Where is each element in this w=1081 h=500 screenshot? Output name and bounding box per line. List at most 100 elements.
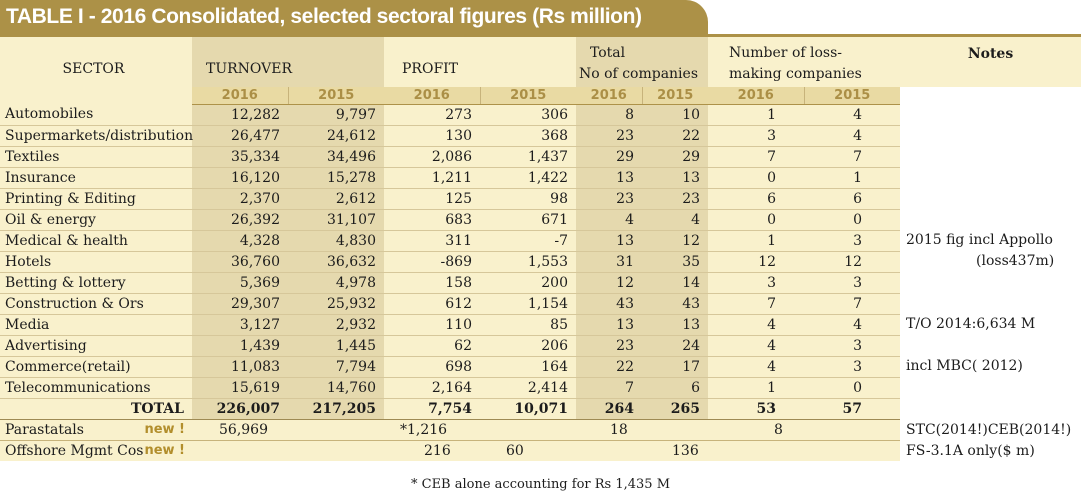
companies-2015-cell: 35 [642, 251, 709, 273]
sector-cell: Automobiles [0, 104, 192, 126]
sector-cell: Betting & lottery [0, 272, 192, 294]
title-rule [0, 34, 1081, 37]
profit-2015-cell: 368 [480, 125, 576, 147]
profit-2016-cell: 110 [384, 314, 480, 336]
table-row: Oil & energy 26,392 31,107 683 671 4 4 0 0 [0, 209, 1081, 231]
companies-2016-cell: 23 [576, 335, 642, 357]
offshore-profit-2016: 216 [384, 440, 480, 461]
profit-2016-cell: 125 [384, 188, 480, 210]
loss-2015-cell: 7 [804, 146, 901, 168]
profit-2015-cell: 98 [480, 188, 576, 210]
table-row: Media 3,127 2,932 110 85 13 13 4 4 T/O 2014:6,634… [0, 314, 1081, 336]
year-blank [0, 87, 192, 104]
profit-2016-cell: 273 [384, 104, 480, 126]
sector-cell: Hotels [0, 251, 192, 273]
turnover-2015-cell: 31,107 [288, 209, 384, 231]
parastatals-profit-2015 [480, 419, 576, 441]
turnover-2016-cell: 26,392 [192, 209, 288, 231]
profit-2016-cell: 698 [384, 356, 480, 378]
profit-2016-cell: 62 [384, 335, 480, 357]
companies-2016-cell: 29 [576, 146, 642, 168]
parastatals-turnover-2015 [288, 419, 384, 441]
sector-table: SECTOR TURNOVER PROFIT Total No of compa… [0, 37, 1081, 461]
turnover-2016-cell: 15,619 [192, 377, 288, 399]
loss-2015-cell: 3 [804, 356, 901, 378]
profit-2016-cell: 1,211 [384, 167, 480, 189]
total-label: TOTAL [0, 397, 192, 420]
sector-header: SECTOR [0, 37, 192, 87]
sector-cell: Telecommunications [0, 377, 192, 399]
notes-cell [900, 188, 1081, 209]
turnover-2015-cell: 25,932 [288, 293, 384, 315]
parastatals-turnover-2016: 56,969 [192, 419, 288, 441]
notes-cell [900, 209, 1081, 230]
turnover-2015-cell: 15,278 [288, 167, 384, 189]
companies-2015-cell: 13 [642, 314, 709, 336]
loss-2015-cell: 0 [804, 209, 901, 231]
offshore-companies-2016 [576, 440, 642, 461]
loss-header-line1: Number of loss- [729, 45, 843, 61]
profit-2015-cell: 200 [480, 272, 576, 294]
year-row: 2016 2015 2016 2015 2016 2015 2016 2015 [0, 87, 1081, 105]
turnover-2015-cell: 2,932 [288, 314, 384, 336]
notes-cell: incl MBC( 2012) [900, 356, 1081, 377]
loss-2016-cell: 7 [708, 146, 805, 168]
notes-cell [900, 125, 1081, 146]
note-text: (loss437m) [976, 253, 1055, 269]
year-profit-2016: 2016 [384, 87, 481, 105]
total-profit-2015: 10,071 [480, 397, 576, 420]
sector-cell: Textiles [0, 146, 192, 168]
total-header-line2: No of companies [579, 66, 699, 82]
year-turnover-2016: 2016 [192, 87, 289, 105]
loss-2015-cell: 0 [804, 377, 901, 399]
total-header-line1: Total [590, 45, 626, 61]
companies-2016-cell: 13 [576, 230, 642, 252]
companies-2016-cell: 22 [576, 356, 642, 378]
total-loss-2015: 57 [804, 397, 901, 420]
companies-2015-cell: 13 [642, 167, 709, 189]
notes-cell [900, 146, 1081, 167]
turnover-2016-cell: 1,439 [192, 335, 288, 357]
year-companies-2015: 2015 [642, 87, 709, 105]
loss-2016-cell: 0 [708, 209, 805, 231]
total-profit-2016: 7,754 [384, 397, 480, 420]
loss-2016-cell: 1 [708, 230, 805, 252]
companies-2015-cell: 6 [642, 377, 709, 399]
companies-2015-cell: 43 [642, 293, 709, 315]
notes-cell [900, 335, 1081, 356]
turnover-2015-cell: 24,612 [288, 125, 384, 147]
companies-2015-cell: 12 [642, 230, 709, 252]
loss-header-line2: making companies [729, 66, 862, 82]
profit-header: PROFIT [384, 37, 576, 87]
sector-table-container: SECTOR TURNOVER PROFIT Total No of compa… [0, 37, 1081, 461]
turnover-2016-cell: 5,369 [192, 272, 288, 294]
parastatals-companies-2016: 18 [576, 419, 642, 441]
offshore-turnover-2016 [192, 440, 288, 461]
turnover-2015-cell: 34,496 [288, 146, 384, 168]
profit-2015-cell: 164 [480, 356, 576, 378]
sector-cell: Commerce(retail) [0, 356, 192, 378]
turnover-2016-cell: 2,370 [192, 188, 288, 210]
loss-2015-cell: 6 [804, 188, 901, 210]
companies-2015-cell: 4 [642, 209, 709, 231]
turnover-2016-cell: 26,477 [192, 125, 288, 147]
profit-2015-cell: 671 [480, 209, 576, 231]
companies-2015-cell: 23 [642, 188, 709, 210]
parastatals-loss-2015 [804, 419, 901, 441]
profit-2016-cell: 311 [384, 230, 480, 252]
table-row: Construction & Ors 29,307 25,932 612 1,154 43… [0, 293, 1081, 315]
turnover-2015-cell: 2,612 [288, 188, 384, 210]
turnover-2016-cell: 35,334 [192, 146, 288, 168]
table-row: Textiles 35,334 34,496 2,086 1,437 29 29 7 7 [0, 146, 1081, 168]
notes-cell [900, 293, 1081, 314]
turnover-2016-cell: 12,282 [192, 104, 288, 126]
profit-2015-cell: 2,414 [480, 377, 576, 399]
profit-2016-cell: -869 [384, 251, 480, 273]
loss-2016-cell: 4 [708, 314, 805, 336]
profit-2015-cell: 1,422 [480, 167, 576, 189]
notes-cell [900, 104, 1081, 125]
turnover-header: TURNOVER [192, 37, 384, 87]
loss-2015-cell: 3 [804, 335, 901, 357]
profit-2015-cell: 306 [480, 104, 576, 126]
sector-cell: Advertising [0, 335, 192, 357]
